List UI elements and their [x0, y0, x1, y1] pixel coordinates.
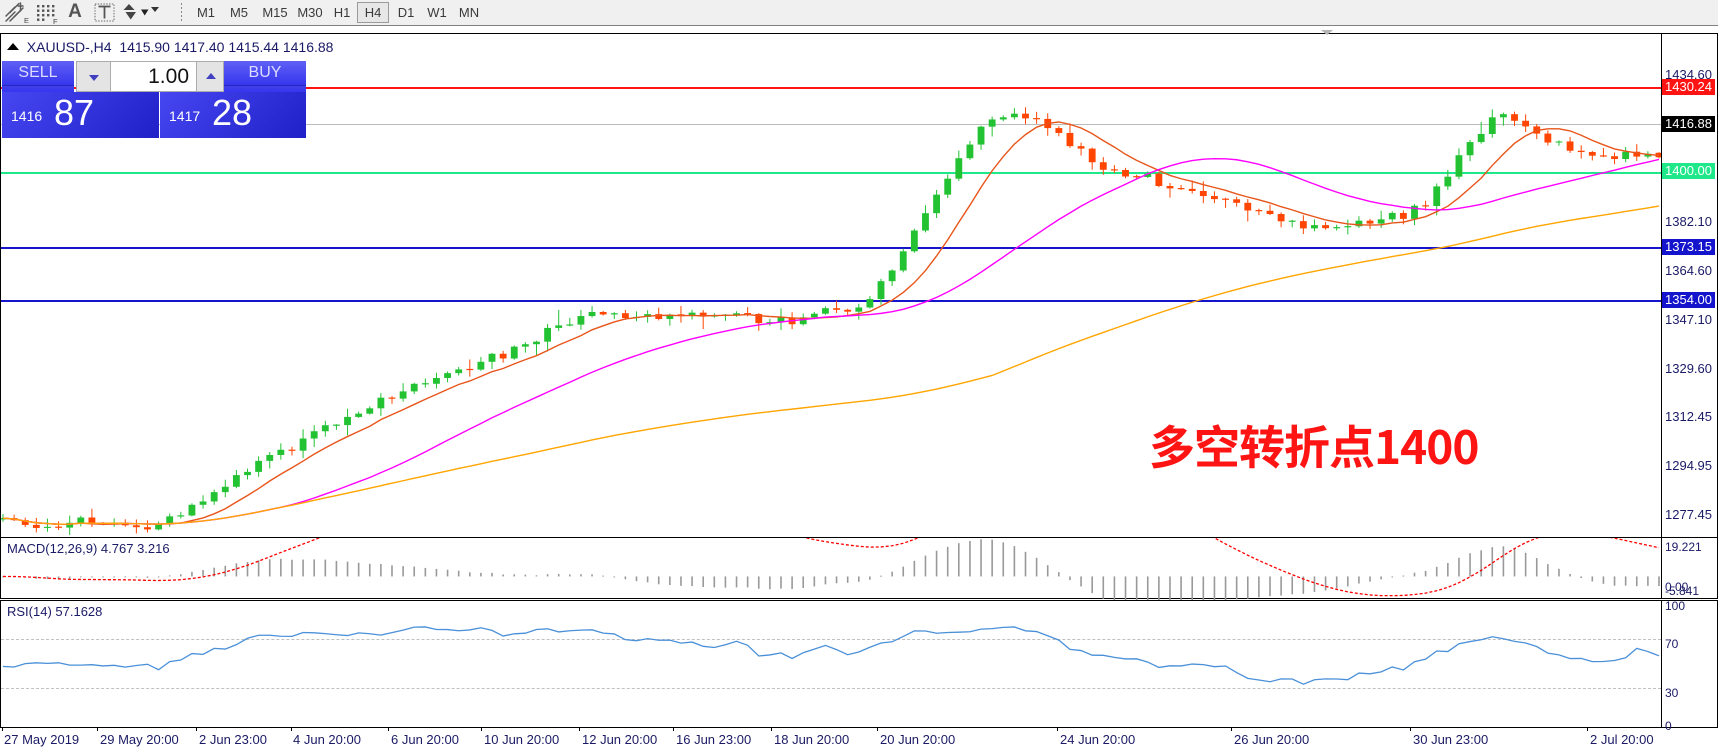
svg-text:F: F: [53, 17, 58, 24]
svg-text:E: E: [24, 16, 29, 24]
